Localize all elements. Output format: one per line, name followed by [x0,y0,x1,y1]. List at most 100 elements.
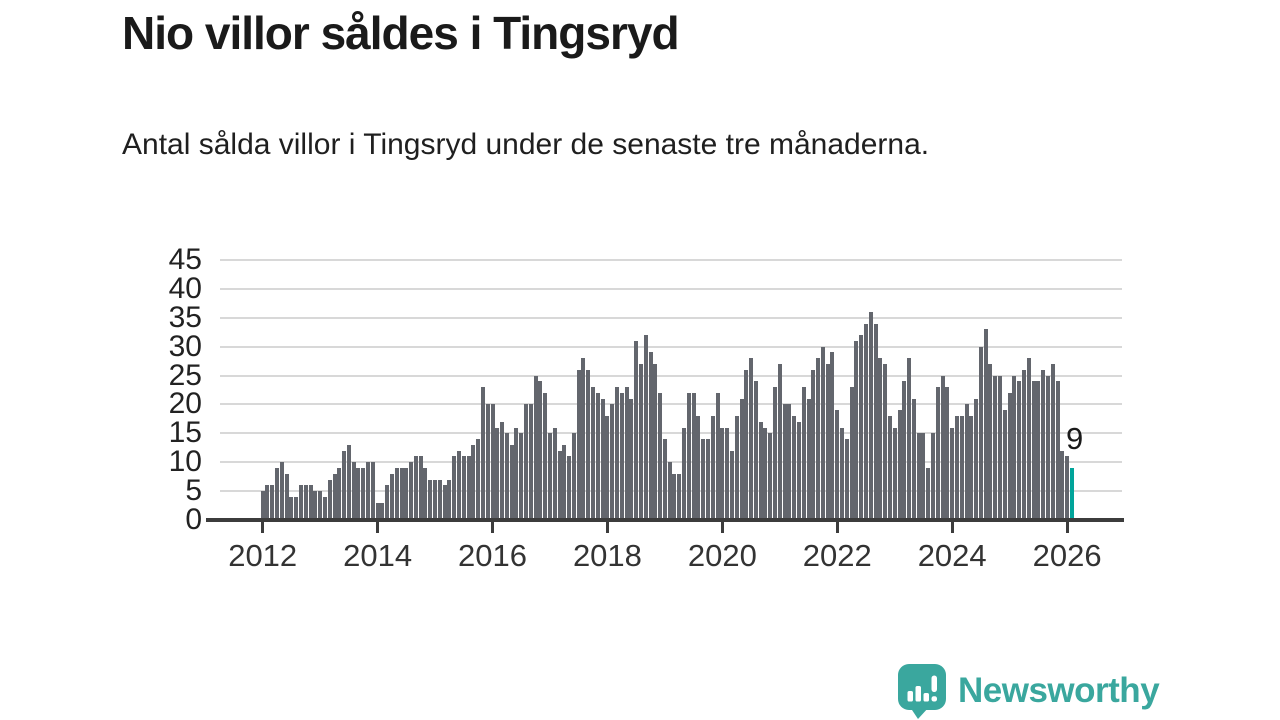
bar [442,485,447,520]
bar [863,323,868,520]
bar [327,479,332,520]
x-axis-tick [950,520,954,533]
bar [710,416,715,520]
bar [361,468,366,520]
gridline [220,316,1122,319]
bar [950,427,955,520]
bar [279,462,284,520]
x-tick-label: 2026 [1032,538,1102,573]
bar [619,392,624,520]
x-tick-label: 2018 [572,538,642,573]
gridline [220,432,1122,435]
bar [978,346,983,520]
x-axis-tick [835,520,839,533]
bar [524,404,529,520]
bar [796,421,801,520]
bar [562,444,567,520]
bar [452,456,457,520]
newsworthy-bubble-chart-icon [898,664,946,719]
bar [275,468,280,520]
bar [638,364,643,520]
y-tick-label: 30 [168,329,202,363]
bar [758,421,763,520]
bar [466,456,471,520]
bar [610,404,615,520]
bar [480,387,485,520]
x-axis-tick [491,520,495,533]
bar [931,433,936,520]
y-tick-label: 10 [168,445,202,479]
newsworthy-logo: Newsworthy [897,663,1160,719]
bar [811,369,816,520]
bar [543,392,548,520]
y-tick-label: 20 [168,387,202,421]
bar [380,502,385,520]
bar [878,358,883,520]
bar [1012,375,1017,520]
bar [504,433,509,520]
bar [471,444,476,520]
x-axis-tick [720,520,724,533]
bar [1021,369,1026,520]
bar [342,450,347,520]
gridline [220,287,1122,290]
page-title: Nio villor såldes i Tingsryd [122,7,680,59]
bar [1036,381,1041,520]
bar [322,496,327,520]
bar [1026,358,1031,520]
x-axis-tick [376,520,380,533]
gridline [220,403,1122,406]
bar [873,323,878,520]
bar [744,369,749,520]
gridline [220,345,1122,348]
bar [677,473,682,520]
bar [921,433,926,520]
bar [600,398,605,520]
y-tick-label: 0 [185,503,202,536]
bar [859,335,864,520]
bar [447,479,452,520]
bar [806,398,811,520]
bar [662,439,667,520]
highlighted-bar [1069,468,1074,520]
bar [787,404,792,520]
bar [777,364,782,520]
bar [356,468,361,520]
x-tick-label: 2016 [458,538,527,573]
bar [576,369,581,520]
bar [1007,392,1012,520]
bar [940,375,945,520]
bar [691,392,696,520]
bar [533,375,538,520]
bar [935,387,940,520]
bar [816,358,821,520]
bar [782,404,787,520]
bar [1050,364,1055,520]
bar [648,352,653,520]
bar [461,456,466,520]
bar [1017,381,1022,520]
bar [715,392,720,520]
bar [653,364,658,520]
bar [586,369,591,520]
bar [547,433,552,520]
bar [500,421,505,520]
bar [375,502,380,520]
bar [581,358,586,520]
x-tick-label: 2024 [917,538,987,573]
bar [624,387,629,520]
bar [270,485,275,520]
bar [313,491,318,520]
bar [476,439,481,520]
bar [725,427,730,520]
bar [289,496,294,520]
gridline [220,259,1122,261]
bar [739,398,744,520]
bar [887,416,892,520]
bar [409,462,414,520]
bar [840,427,845,520]
bar [801,387,806,520]
bar [907,358,912,520]
x-axis-tick [1065,520,1069,533]
bar [1065,456,1070,520]
